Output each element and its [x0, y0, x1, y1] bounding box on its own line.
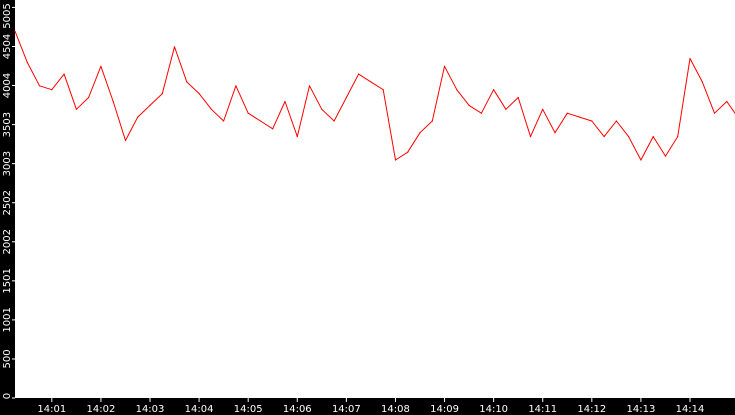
x-tick-label: 14:03 — [136, 404, 165, 415]
x-tick-label: 14:02 — [86, 404, 115, 415]
data-point — [345, 96, 347, 99]
data-point — [161, 93, 163, 95]
y-tick-label: 0 — [2, 393, 13, 399]
data-point — [443, 65, 446, 67]
data-point — [370, 81, 372, 83]
data-point — [333, 120, 335, 122]
x-tick-label: 14:13 — [626, 404, 655, 415]
x-tick-label: 14:14 — [676, 404, 705, 415]
data-point — [493, 89, 495, 91]
x-tick-label: 14:07 — [332, 404, 361, 415]
data-point — [26, 61, 28, 64]
y-axis: 0 500 1001 1501 2002 2502 3003 3503 4004 4504 5005 — [2, 3, 15, 399]
x-tick-label: 14:01 — [37, 404, 66, 415]
data-point — [14, 30, 16, 32]
y-tick-label: 2502 — [2, 190, 13, 215]
data-point — [63, 73, 65, 75]
data-point — [75, 108, 77, 110]
data-point — [615, 120, 618, 122]
data-point — [431, 120, 433, 122]
data-point — [480, 112, 482, 114]
data-point — [321, 108, 323, 110]
data-point — [419, 132, 421, 134]
data-point — [456, 89, 458, 91]
data-point — [517, 96, 519, 99]
data-point — [173, 46, 176, 48]
plot-area — [15, 0, 735, 398]
data-point — [394, 159, 397, 161]
data-point — [149, 104, 151, 106]
data-point — [603, 136, 605, 138]
data-point — [223, 120, 225, 122]
y-tick-label: 1001 — [2, 307, 13, 332]
data-point — [308, 85, 311, 87]
y-tick-label: 2002 — [2, 229, 13, 254]
x-tick-label: 14:12 — [577, 404, 606, 415]
data-point — [505, 108, 507, 110]
y-tick-label: 1501 — [2, 268, 13, 293]
data-point — [186, 81, 188, 83]
data-point — [124, 139, 127, 142]
data-point — [112, 100, 114, 103]
data-point — [542, 108, 544, 110]
y-tick-label: 500 — [2, 349, 13, 368]
series-layer — [14, 30, 735, 161]
data-point — [468, 104, 470, 106]
data-point — [529, 136, 532, 138]
x-tick-label: 14:05 — [234, 404, 263, 415]
x-tick-label: 14:06 — [283, 404, 312, 415]
data-point — [358, 73, 360, 75]
data-point — [652, 136, 654, 138]
data-point — [689, 57, 691, 60]
data-point — [628, 136, 630, 138]
data-point — [38, 85, 41, 87]
x-tick-label: 14:08 — [381, 404, 410, 415]
y-tick-label: 3503 — [2, 112, 13, 137]
data-point — [407, 151, 409, 153]
y-tick-label: 3003 — [2, 151, 13, 176]
x-axis: 14:01 14:02 14:03 14:04 14:05 14:06 14:07 14:08… — [37, 398, 704, 415]
data-point — [382, 89, 384, 91]
x-tick-label: 14:11 — [528, 404, 557, 415]
data-point — [554, 132, 556, 134]
data-point — [284, 100, 286, 103]
x-tick-label: 14:10 — [479, 404, 508, 415]
y-tick-label: 4004 — [2, 73, 13, 98]
x-tick-label: 14:04 — [185, 404, 214, 415]
data-point — [566, 112, 568, 114]
data-point — [677, 136, 679, 138]
data-point — [235, 85, 237, 87]
data-point — [296, 136, 298, 138]
data-point — [198, 93, 200, 95]
data-point — [210, 108, 212, 110]
data-point — [701, 81, 703, 83]
data-point — [51, 89, 53, 91]
data-point — [640, 159, 642, 161]
y-tick-label: 4504 — [2, 34, 13, 59]
data-point — [726, 100, 728, 103]
data-point — [88, 96, 90, 99]
data-point — [713, 112, 716, 114]
data-point — [591, 120, 593, 122]
y-tick-label: 5005 — [2, 3, 13, 28]
data-point — [100, 65, 102, 67]
series-line — [14, 31, 735, 161]
data-point — [247, 112, 249, 114]
x-tick-label: 14:09 — [430, 404, 459, 415]
data-point — [578, 116, 581, 118]
data-point — [272, 128, 274, 130]
data-point — [137, 116, 139, 118]
data-point — [259, 120, 262, 122]
data-point — [664, 155, 667, 157]
